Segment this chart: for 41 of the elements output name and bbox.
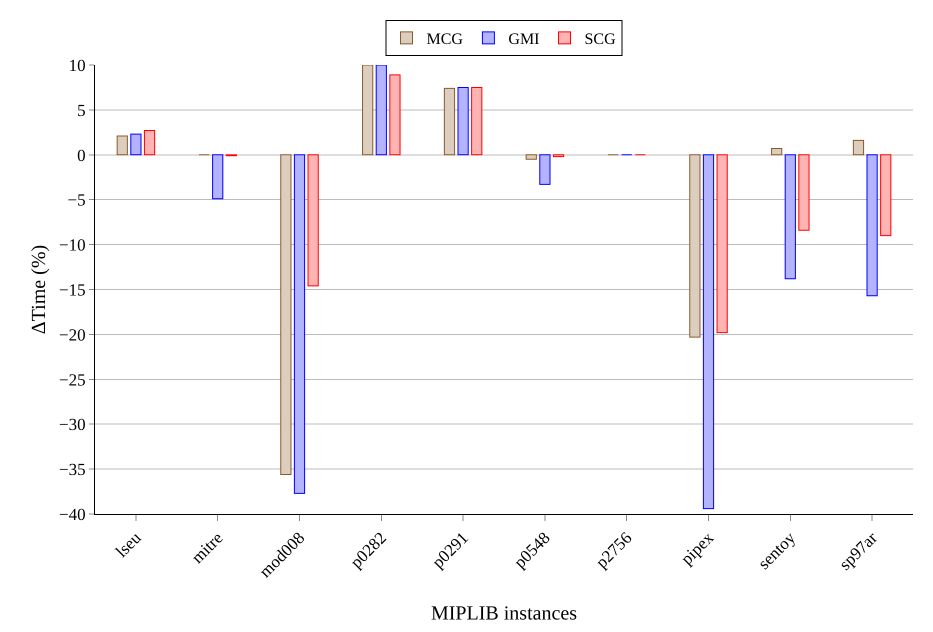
y-tick-label: −15 (59, 280, 86, 300)
bar (771, 148, 782, 156)
bar (457, 86, 469, 156)
bar (471, 86, 482, 156)
bar (144, 130, 156, 156)
bar (444, 88, 456, 156)
bar (308, 154, 319, 286)
y-tick-label: −5 (68, 190, 86, 210)
bar (689, 154, 700, 338)
legend-label: SCG (584, 31, 616, 48)
y-tick-label: 10 (68, 56, 86, 75)
y-tick-label: −10 (59, 236, 86, 255)
bar (866, 154, 878, 296)
bar (880, 154, 892, 236)
legend-label: GMI (508, 31, 540, 48)
y-tick-label: −25 (59, 370, 86, 390)
y-axis-title: ΔTime (%) (28, 244, 50, 334)
y-tick-label: −30 (59, 415, 86, 434)
bar (130, 134, 142, 156)
bar (702, 154, 714, 510)
bar (294, 154, 306, 494)
bar (852, 140, 864, 156)
y-tick-label: −35 (59, 460, 86, 480)
bar (376, 65, 387, 156)
bar (362, 65, 374, 156)
bar (280, 154, 292, 475)
y-tick-label: −20 (59, 325, 86, 344)
bar (716, 154, 728, 334)
bar (526, 154, 537, 160)
bar (539, 154, 551, 185)
bar (212, 154, 224, 200)
bar (784, 154, 796, 280)
bar (389, 74, 401, 156)
x-tick-label: lseu (112, 528, 146, 562)
bar (116, 135, 128, 156)
y-tick-label: 5 (77, 100, 86, 120)
y-tick-label: −40 (59, 504, 86, 524)
legend-label: MCG (426, 31, 464, 48)
x-axis-title: MIPLIB instances (430, 602, 578, 625)
y-tick-label: 0 (77, 146, 86, 165)
bar (798, 154, 810, 231)
